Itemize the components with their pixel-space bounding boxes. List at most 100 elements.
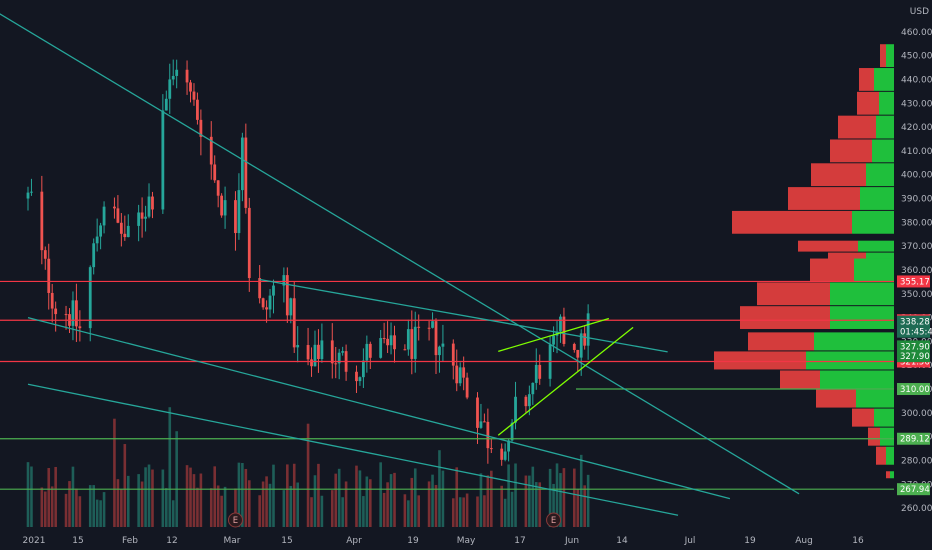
candle-body xyxy=(476,397,479,428)
volume-bar xyxy=(576,489,580,527)
volume-bar xyxy=(330,490,334,527)
volume-bar xyxy=(500,485,503,527)
volume-bar xyxy=(247,480,251,527)
level-price-badge-label: 321.56 xyxy=(900,357,930,367)
trendlines xyxy=(0,13,800,516)
current-price-badge-bg xyxy=(897,315,930,338)
volume-bar xyxy=(102,492,106,527)
volume-bar xyxy=(209,488,213,527)
date-axis-background xyxy=(0,530,894,550)
volume-bar xyxy=(151,469,154,527)
candle-body xyxy=(365,343,369,361)
candle-body xyxy=(361,360,365,378)
volume-profile xyxy=(714,44,894,479)
candle-body xyxy=(334,363,338,365)
candle-body xyxy=(489,448,493,450)
candle-body xyxy=(500,448,504,460)
volume-profile-bar-up xyxy=(879,91,894,115)
candle-body xyxy=(358,377,362,382)
volume-bar xyxy=(54,466,57,527)
countdown-label: 01:45:45 xyxy=(900,328,932,338)
volume-bar xyxy=(199,473,203,527)
volume-bar xyxy=(337,468,341,527)
candle-body xyxy=(413,326,417,359)
volume-bar xyxy=(144,467,147,527)
candle-body xyxy=(126,225,130,238)
volume-bar xyxy=(95,499,99,527)
level-price-badge: 267.94 xyxy=(897,483,930,496)
volume-bar xyxy=(241,462,244,527)
candle-body xyxy=(317,344,320,359)
candle-body xyxy=(320,340,324,359)
current-price-badge-label: 327.90 xyxy=(900,342,930,352)
level-price-badge-label: 289.12 xyxy=(900,435,930,445)
volume-profile-bar-up xyxy=(852,210,894,234)
volume-profile-bar-up xyxy=(886,44,894,68)
triangle-line xyxy=(498,317,610,353)
volume-bar xyxy=(196,487,199,527)
volume-bar xyxy=(341,497,344,527)
volume-bar xyxy=(483,495,486,527)
candle-body xyxy=(572,343,576,350)
candle-body xyxy=(579,333,583,358)
candle-body xyxy=(119,222,123,234)
volume-bar xyxy=(286,464,289,527)
volume-profile-bar-down xyxy=(732,210,852,234)
candle-body xyxy=(441,343,445,347)
volume-bar xyxy=(71,466,75,527)
candle-body xyxy=(140,212,144,219)
volume-profile-bar-down xyxy=(830,139,872,163)
candle-body xyxy=(538,364,542,379)
volume-profile-bar-up xyxy=(890,471,894,479)
volume-bar xyxy=(99,500,102,527)
level-price-badge: 289.12 xyxy=(897,432,930,445)
trendline xyxy=(259,278,668,353)
candle-body xyxy=(123,233,127,238)
volume-bar xyxy=(220,495,223,527)
candle-body xyxy=(75,300,78,327)
volume-profile-bar-down xyxy=(868,427,880,446)
volume-profile-bar-down xyxy=(798,240,858,252)
candle-body xyxy=(451,343,455,366)
volume-bar xyxy=(310,497,313,527)
candle-body xyxy=(216,180,220,196)
candle-body xyxy=(161,110,165,210)
candle-body xyxy=(534,364,538,383)
volume-bar xyxy=(559,473,562,527)
candle-body xyxy=(47,258,51,293)
volume-bar xyxy=(562,468,566,527)
candle-body xyxy=(431,321,434,328)
level-price-badge-label: 310.00 xyxy=(900,385,930,395)
candle-body xyxy=(185,69,189,83)
candle-body xyxy=(196,99,199,120)
volume-bar xyxy=(137,474,140,527)
candle-body xyxy=(465,377,469,398)
price-tick-label: 280.00 xyxy=(901,456,932,466)
current-price-badge-bg xyxy=(897,340,930,353)
candle-body xyxy=(337,352,341,364)
current-price-badge-label: 327.90 xyxy=(900,352,930,362)
date-tick-label: 19 xyxy=(744,536,756,546)
volume-bar xyxy=(306,423,310,527)
candle-body xyxy=(64,314,68,316)
candle-body xyxy=(559,316,562,332)
volume-bar xyxy=(244,468,248,527)
candle-body xyxy=(458,367,462,384)
volume-bar xyxy=(140,481,144,527)
candle-body xyxy=(102,206,106,226)
current-price-badge-label: 338.28 xyxy=(900,318,930,328)
volume-profile-bar-down xyxy=(757,282,830,306)
candle-body xyxy=(531,382,535,395)
candle-body xyxy=(168,79,172,99)
candle-body xyxy=(54,308,58,315)
candle-body xyxy=(113,206,116,209)
volume-bar xyxy=(528,475,531,527)
volume-bar xyxy=(382,492,386,527)
volume-bar xyxy=(161,469,165,527)
volume-bar xyxy=(403,494,407,527)
volume-bar xyxy=(26,462,30,527)
candle-body xyxy=(223,200,227,216)
candle-body xyxy=(289,298,293,316)
